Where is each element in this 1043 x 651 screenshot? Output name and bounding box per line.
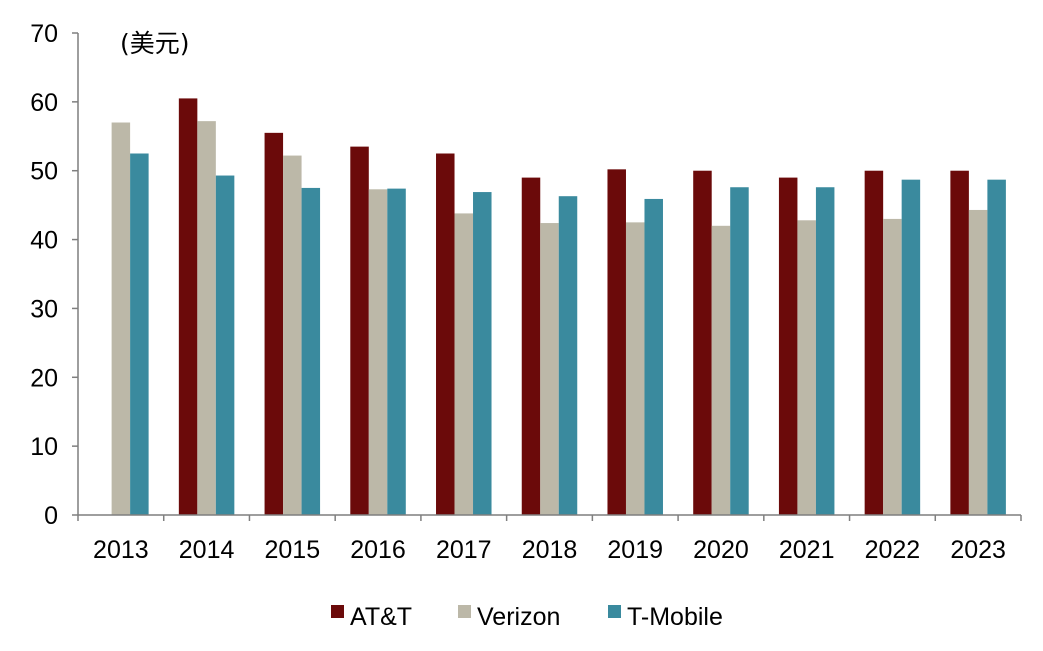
y-tick-label: 50 [30,158,58,186]
bar-verizon-2013 [111,122,131,515]
bar-t-mobile-2015 [301,187,321,515]
x-tick-label: 2013 [93,536,149,564]
bar-at-t-2023 [950,170,969,515]
y-tick-label: 40 [30,227,58,255]
legend-swatch-at-t [331,605,344,618]
bar-verizon-2014 [197,121,216,515]
bar-verizon-2019 [625,222,645,515]
y-tick-label: 20 [30,364,58,392]
y-tick-label: 0 [44,502,58,530]
bar-verizon-2018 [540,223,559,515]
bar-t-mobile-2021 [815,187,835,516]
bar-verizon-2021 [797,220,816,515]
bar-t-mobile-2023 [987,179,1006,515]
bar-at-t-2020 [693,170,712,515]
bar-at-t-2018 [521,177,541,515]
y-tick-label: 70 [30,20,58,48]
legend-label-t-mobile: T-Mobile [627,603,723,631]
bar-t-mobile-2016 [387,188,406,516]
x-tick-label: 2021 [779,536,835,564]
bar-verizon-2022 [883,218,902,515]
bar-verizon-2023 [968,209,988,515]
x-tick-label: 2022 [865,536,921,564]
unit-label: (美元) [120,29,190,58]
axes-group [77,33,1021,516]
bar-t-mobile-2022 [901,179,921,515]
bar-at-t-2017 [436,153,455,515]
legend-label-at-t: AT&T [350,603,412,631]
x-tick-label: 2023 [950,536,1006,564]
x-tick-label: 2019 [607,536,663,564]
bar-at-t-2021 [778,177,798,515]
x-tick-label: 2017 [436,536,492,564]
x-tick-label: 2014 [179,536,235,564]
y-tick-label: 30 [30,295,58,323]
y-tick-group: 0 10 20 30 40 50 60 70 [30,20,78,530]
x-tick-label: 2015 [265,536,321,564]
bar-t-mobile-2020 [730,187,749,516]
bar-t-mobile-2013 [130,153,149,515]
x-tick-label: 2016 [350,536,406,564]
bar-at-t-2022 [864,170,884,515]
y-tick-label: 10 [30,433,58,461]
bar-verizon-2016 [368,189,388,515]
bar-t-mobile-2019 [644,198,663,515]
bar-t-mobile-2018 [558,196,578,516]
bar-verizon-2015 [283,155,302,515]
x-tick-group: 2013 2014 2015 2016 2017 2018 2019 2020 2021 2022… [77,515,1022,564]
y-tick-label: 60 [30,89,58,117]
bar-at-t-2015 [264,132,284,516]
bar-verizon-2020 [711,225,731,516]
bar-t-mobile-2017 [473,192,492,515]
bar-at-t-2019 [607,169,626,515]
x-tick-label: 2018 [522,536,578,564]
legend-swatch-verizon [458,605,471,618]
bar-verizon-2017 [454,213,474,516]
bars-group [111,98,1006,516]
bar-t-mobile-2014 [215,175,235,515]
legend-swatch-t-mobile [608,605,621,618]
legend-label-verizon: Verizon [477,603,560,631]
bar-at-t-2014 [178,98,198,516]
x-tick-label: 2020 [693,536,749,564]
legend: AT&T Verizon T-Mobile [331,603,723,631]
bar-at-t-2016 [350,146,369,515]
